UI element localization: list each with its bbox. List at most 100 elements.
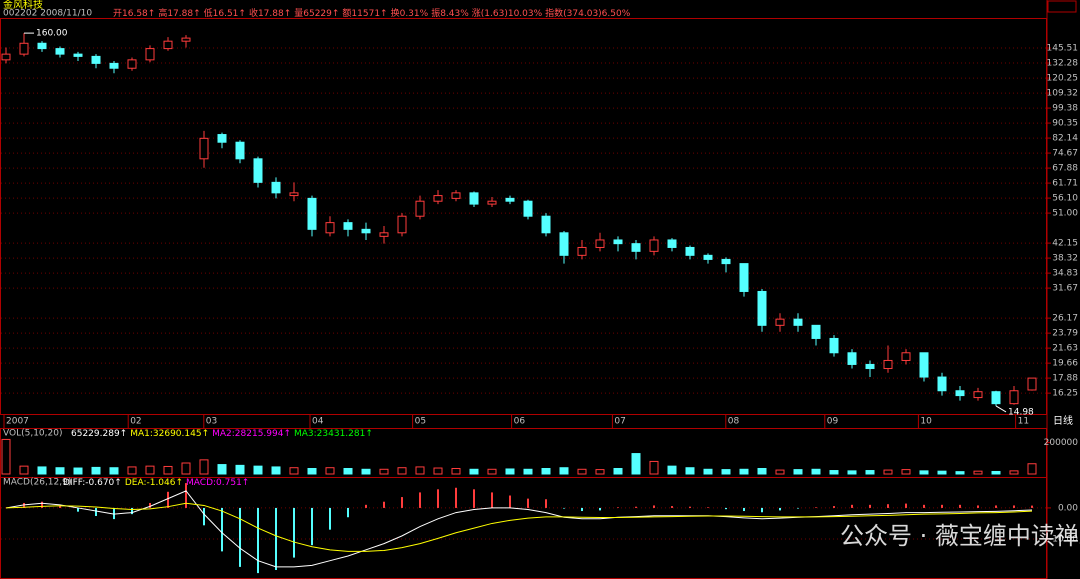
header-item: 涨(1.63)10.03% xyxy=(472,8,543,19)
x-tick-label: 08 xyxy=(728,417,740,427)
candle-body xyxy=(613,239,623,245)
volume-bar xyxy=(289,467,299,475)
volume-bar xyxy=(487,468,497,475)
candle-body xyxy=(991,391,1001,405)
candle-body xyxy=(775,318,785,326)
header-item: MACD:0.751↑ xyxy=(186,478,249,488)
volume-bar xyxy=(505,468,515,475)
window-button[interactable] xyxy=(1047,0,1077,13)
candle-body xyxy=(757,290,767,326)
volume-bar xyxy=(271,466,281,475)
candle-body xyxy=(901,352,911,361)
header-row: 65229.289↑ MA1:32690.145↑ MA2:28215.994↑ MA… xyxy=(71,429,373,439)
y-tick-label: 145.51 xyxy=(1047,44,1079,54)
y-tick-label: 17.88 xyxy=(1052,374,1078,384)
header-item: 高17.88↑ xyxy=(158,7,200,19)
header-item: 低16.51↑ xyxy=(204,7,246,19)
volume-bar xyxy=(1027,463,1037,475)
candle-body xyxy=(829,337,839,354)
volume-bar xyxy=(1009,470,1019,475)
volume-bar xyxy=(631,453,641,475)
candle-body xyxy=(127,59,137,69)
y-tick-label: 21.63 xyxy=(1052,344,1078,354)
candle-body xyxy=(451,192,461,199)
watermark: 公众号 · 薇宝缠中读禅zen xyxy=(840,522,1080,550)
candle-body xyxy=(1,53,11,61)
volume-bar xyxy=(109,467,119,475)
volume-bar xyxy=(541,468,551,475)
y-tick-label: 23.79 xyxy=(1052,329,1078,339)
volume-bar xyxy=(379,468,389,475)
annotation-leader xyxy=(995,405,1007,413)
x-tick-label: 03 xyxy=(206,417,217,427)
volume-bar xyxy=(235,464,245,475)
candle-body xyxy=(685,246,695,256)
candle-body xyxy=(595,239,605,248)
x-tick-label: 07 xyxy=(614,417,625,427)
candle-body xyxy=(523,200,533,217)
volume-bar xyxy=(19,465,29,475)
header-item: 65229.289↑ xyxy=(71,429,127,439)
volume-bar xyxy=(829,470,839,475)
candle-body xyxy=(73,53,83,57)
volume-bar xyxy=(325,467,335,475)
volume-bar xyxy=(55,467,65,475)
y-tick-label: 61.71 xyxy=(1052,179,1078,189)
volume-bar xyxy=(757,468,767,475)
y-tick-label: 19.66 xyxy=(1052,359,1078,369)
volume-bar xyxy=(433,467,443,475)
candle-body xyxy=(1027,377,1037,391)
candle-body xyxy=(307,197,317,230)
y-tick-label: 34.83 xyxy=(1052,269,1078,279)
macd-line xyxy=(5,490,1033,568)
header-item: MA2:28215.994↑ xyxy=(212,429,291,439)
volume-bar xyxy=(901,469,911,475)
header-item: MA1:32690.145↑ xyxy=(130,429,209,439)
header-item: 换0.31% xyxy=(391,7,429,19)
volume-bar xyxy=(343,468,353,475)
volume-bar xyxy=(595,469,605,475)
candle-body xyxy=(577,246,587,256)
x-tick-label: 02 xyxy=(130,417,141,427)
candle-body xyxy=(55,48,65,55)
volume-bar xyxy=(307,468,317,475)
candle-body xyxy=(199,137,209,160)
stock-date: 002202 2008/11/10 xyxy=(3,9,92,19)
header-item: 量65229↑ xyxy=(294,8,339,19)
volume-bar xyxy=(919,470,929,475)
candle-body xyxy=(955,390,965,397)
candle-body xyxy=(37,42,47,50)
volume-bar xyxy=(397,467,407,475)
volume-bar xyxy=(181,462,191,475)
y-tick-label: 38.32 xyxy=(1052,254,1078,264)
y-tick-label: 200000 xyxy=(1044,438,1079,448)
volume-bar xyxy=(73,467,83,475)
y-tick-label: 42.15 xyxy=(1052,239,1078,249)
candle-body xyxy=(739,263,749,292)
candle-body xyxy=(559,232,569,256)
volume-bar xyxy=(577,468,587,475)
candle-body xyxy=(379,232,389,237)
candle-body xyxy=(505,197,515,202)
volume-bar xyxy=(937,470,947,475)
candle-body xyxy=(811,324,821,339)
candle-body xyxy=(1009,390,1019,405)
candle-body xyxy=(883,359,893,370)
header-item: DIFF:-0.670↑ xyxy=(63,478,122,488)
header-item: DEA:-1.046↑ xyxy=(125,478,183,488)
candle-body xyxy=(19,42,29,55)
period-label: 日线 xyxy=(1053,414,1073,427)
volume-bar xyxy=(91,466,101,475)
volume-bar xyxy=(667,465,677,475)
y-tick-label: 51.00 xyxy=(1052,209,1078,219)
macd-line xyxy=(5,502,1033,552)
candle-body xyxy=(631,243,641,252)
y-tick-label: 74.67 xyxy=(1052,149,1078,159)
volume-bar xyxy=(127,466,137,475)
volume-bar xyxy=(613,468,623,475)
volume-bar xyxy=(811,468,821,475)
volume-bar xyxy=(145,465,155,475)
y-tick-label: 109.32 xyxy=(1047,89,1079,99)
y-tick-label: 99.38 xyxy=(1052,104,1078,114)
